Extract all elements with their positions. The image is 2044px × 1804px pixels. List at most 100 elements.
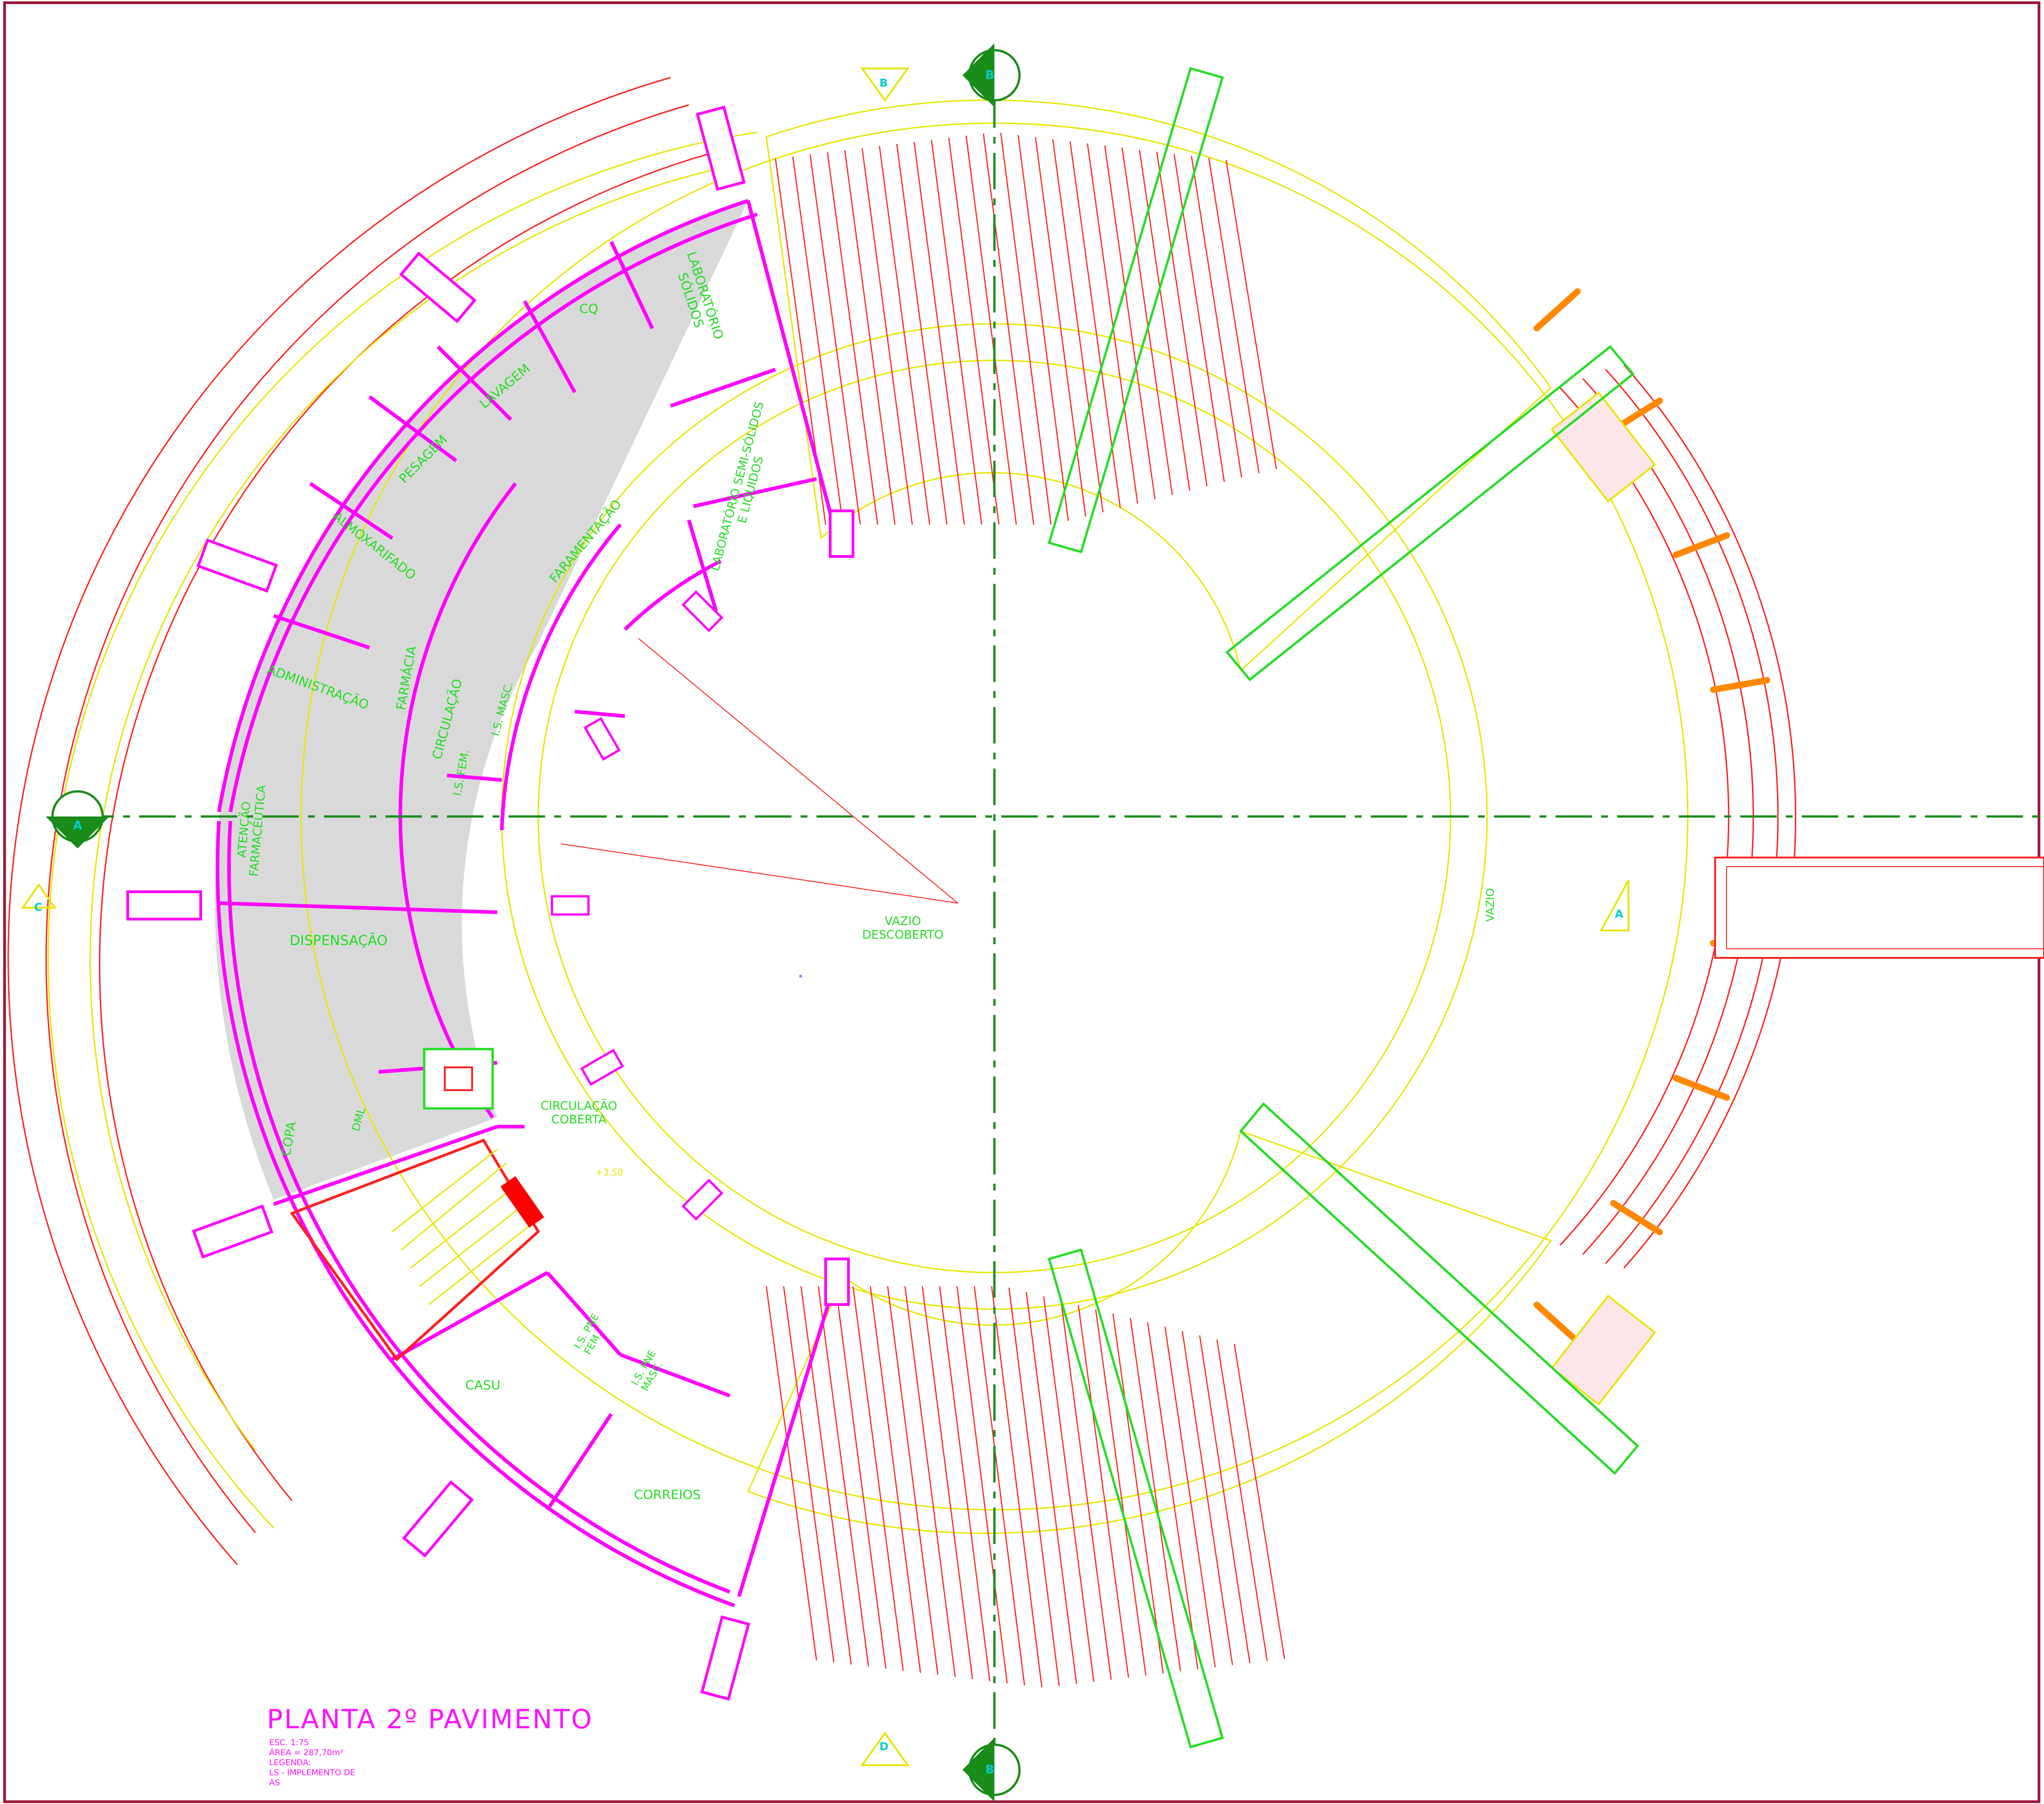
hatch-line [931, 140, 983, 525]
hatch-line [765, 1286, 817, 1661]
hatch-line [792, 156, 844, 525]
planter-top [1550, 391, 1656, 503]
hatch-line [1208, 158, 1260, 473]
hatch-line [1025, 1292, 1077, 1684]
section-marker-b-top [962, 43, 1021, 107]
walls [215, 199, 841, 1607]
hatch-line [1216, 1339, 1268, 1661]
hatch-line [1052, 139, 1104, 513]
label-vazio-descoberto: VAZIO DESCOBERTO [862, 915, 944, 942]
stairs [290, 1139, 540, 1362]
hatch-line [896, 144, 948, 525]
label-vazio: VAZIO [1483, 888, 1497, 922]
section-marker-a-left [46, 790, 109, 848]
label-circulacao-coberta: CIRCULAÇÃO COBERTA [541, 1099, 618, 1127]
room-copa: COPA [278, 1120, 299, 1157]
building-floor-fill [214, 201, 748, 1200]
diagonal-ref-1 [561, 843, 958, 904]
hatch-line [1043, 1296, 1095, 1682]
room-ws-fem: I.S. FEM. [451, 749, 472, 797]
elevator [423, 1048, 494, 1110]
hatch-line [861, 148, 913, 525]
room-cq: CQ [579, 301, 598, 316]
axes [78, 91, 2044, 1779]
hatch-line [1087, 143, 1139, 504]
diagonal-ref-2 [638, 638, 958, 904]
hatch-line [1112, 1313, 1164, 1674]
note-line: AS [269, 1778, 280, 1788]
room-ws-pne-masc: I.S. PNE MASC. [629, 1348, 666, 1393]
hatch-line [1121, 147, 1173, 495]
hatch-line [1233, 1344, 1285, 1659]
roof-hatch [747, 99, 1552, 1534]
hatch-line [983, 133, 1035, 525]
hatch-line [869, 1286, 921, 1673]
drawing-title: PLANTA 2º PAVIMENTO [267, 1704, 593, 1735]
hatch-line [965, 135, 1017, 525]
room-dispensacao: DISPENSAÇÃO [290, 933, 388, 949]
hatch-line [1060, 1300, 1112, 1680]
hatch-line [1225, 160, 1277, 469]
room-laboratorio-semisolidos: LABORATÓRIO SEMI-SÓLIDOS E LIQUIDOS [708, 400, 767, 572]
drawing-notes: ESC. 1:75 ÁREA = 287,70m² LEGENDA: LS - … [269, 1738, 355, 1788]
note-line: ESC. 1:75 [269, 1738, 309, 1747]
hatch-line [783, 1286, 835, 1663]
room-casu: CASU [465, 1378, 500, 1393]
room-laboratorio-solidos: LABORATÓRIO SÓLIDOS [675, 250, 727, 342]
hatch-line [1191, 156, 1243, 478]
planter-bottom [1550, 1295, 1656, 1406]
room-ws-pne-fem: I.S. PNE FEM. [572, 1311, 604, 1357]
view-triangles [21, 68, 1629, 1766]
room-administracao: ADMINISTRAÇÃO [265, 661, 371, 713]
bridge [1714, 857, 2044, 959]
hatch-line [1035, 137, 1087, 517]
stair-red-mark [500, 1176, 544, 1228]
tag-b-bottom: B [985, 1763, 994, 1777]
room-atencao: ATENÇÃO FARMACÊUTICA [235, 784, 269, 877]
hatch-line [844, 150, 896, 525]
bridge-inner [1726, 866, 2044, 949]
hatch-line [1104, 145, 1156, 499]
hatch-line [913, 141, 965, 525]
hatch-line [1199, 1335, 1251, 1664]
hatch-top-lines [775, 133, 1277, 525]
hatch-line [904, 1286, 956, 1677]
hatch-line [852, 1286, 904, 1671]
hatch-line [1017, 135, 1069, 521]
note-line: ÁREA = 287,70m² [269, 1748, 343, 1757]
hatch-line [1008, 1287, 1060, 1686]
green-beams [1047, 67, 1639, 1749]
walkway-band [1534, 288, 1581, 332]
hatch-line [1095, 1309, 1147, 1676]
tag-b-top: B [985, 68, 994, 82]
tag-a-right-triangle: A [1615, 908, 1623, 920]
hatch-line [817, 1286, 869, 1667]
tag-a-left: A [73, 819, 83, 832]
hatch-line [1181, 1331, 1233, 1665]
dimension-arcs [7, 77, 721, 1565]
room-pesagem: PESAGEM [396, 432, 450, 486]
hatch-line [879, 146, 931, 525]
room-lavagem: LAVAGEM [476, 361, 533, 411]
hatch-line [939, 1286, 991, 1681]
room-farmacia: FARMÁCIA [393, 645, 420, 712]
walkway-band [1672, 532, 1730, 558]
pillars [126, 105, 854, 1701]
note-line: LEGENDA: [269, 1758, 311, 1768]
tag-b-triangle: B [879, 77, 888, 89]
hatch-bottom-lines [765, 1286, 1285, 1688]
hatch-line [948, 137, 1000, 525]
section-marker-b-bottom [962, 1738, 1021, 1802]
room-fracionamento: FARAMENTAÇÃO [546, 497, 624, 586]
hatch-line [991, 1286, 1043, 1688]
level-mark: +3,50 [595, 1167, 624, 1178]
elevator-symbol [444, 1066, 473, 1091]
hatch-line [887, 1286, 939, 1675]
hatch-line [1000, 133, 1052, 525]
room-dml: DML [349, 1106, 368, 1133]
hatch-line [1156, 151, 1208, 487]
walkway-band [1534, 1301, 1581, 1345]
walkway-band [1672, 1075, 1730, 1101]
